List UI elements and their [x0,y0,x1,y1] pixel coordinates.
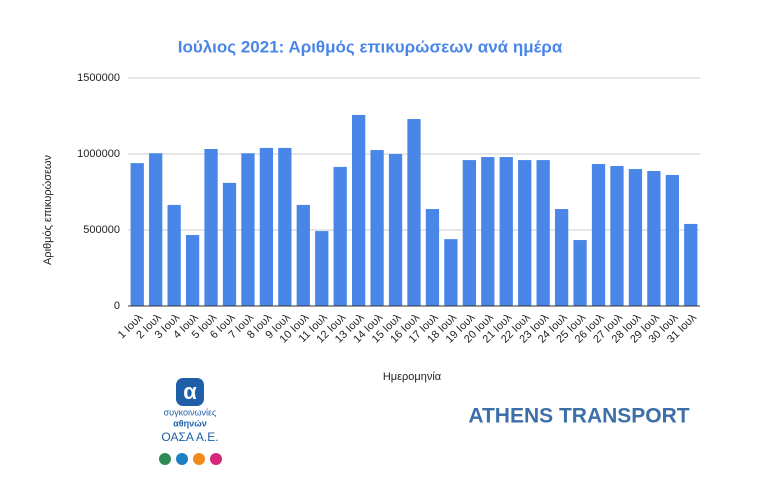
bar [573,240,587,306]
x-axis-label: Ημερομηνία [383,371,442,383]
bar [130,163,144,306]
bar [370,150,384,306]
bar [481,157,495,306]
bar [296,204,310,306]
bar [167,204,181,306]
bar [333,166,347,306]
bar [518,160,532,306]
logo-text: ΟΑΣΑ Α.Ε. [161,430,218,444]
bar [665,174,679,306]
y-axis-label: Αριθμός επικυρώσεων [42,154,54,265]
y-tick-label: 1000000 [77,148,120,160]
bar [591,164,606,306]
logo-dot [210,453,222,465]
logo-text: συγκοινωνίες [164,407,217,417]
bar [241,153,255,306]
y-tick-label: 0 [114,300,120,312]
bar [185,235,200,306]
bar [610,166,624,306]
logo-dot [159,453,171,465]
bar [684,223,698,306]
brand-logo: ATHENS TRANSPORT [468,405,689,428]
bar [536,160,550,306]
bar [444,239,458,306]
y-tick-label: 500000 [83,224,120,236]
bar [462,160,476,306]
bar [554,209,569,306]
bar [204,148,218,306]
bar [278,147,292,306]
y-tick-label: 1500000 [77,72,120,84]
bar [499,157,513,306]
bar [425,209,440,306]
bar [315,231,329,306]
logo-dot [193,453,205,465]
bar [259,147,274,306]
bar [388,154,403,306]
logo-text: αθηνών [173,418,207,428]
bar [647,171,661,306]
bar [352,114,366,306]
bar [407,119,421,306]
chart-title: Ιούλιος 2021: Αριθμός επικυρώσεων ανά ημ… [178,37,563,56]
bar [222,182,237,306]
logo-icon [176,378,204,406]
logo-dot [176,453,188,465]
bar [628,169,643,306]
logo-oasa: α συγκοινωνίες αθηνών ΟΑΣΑ Α.Ε. [159,378,222,465]
logo-glyph: α [183,379,197,404]
bar [149,153,163,306]
